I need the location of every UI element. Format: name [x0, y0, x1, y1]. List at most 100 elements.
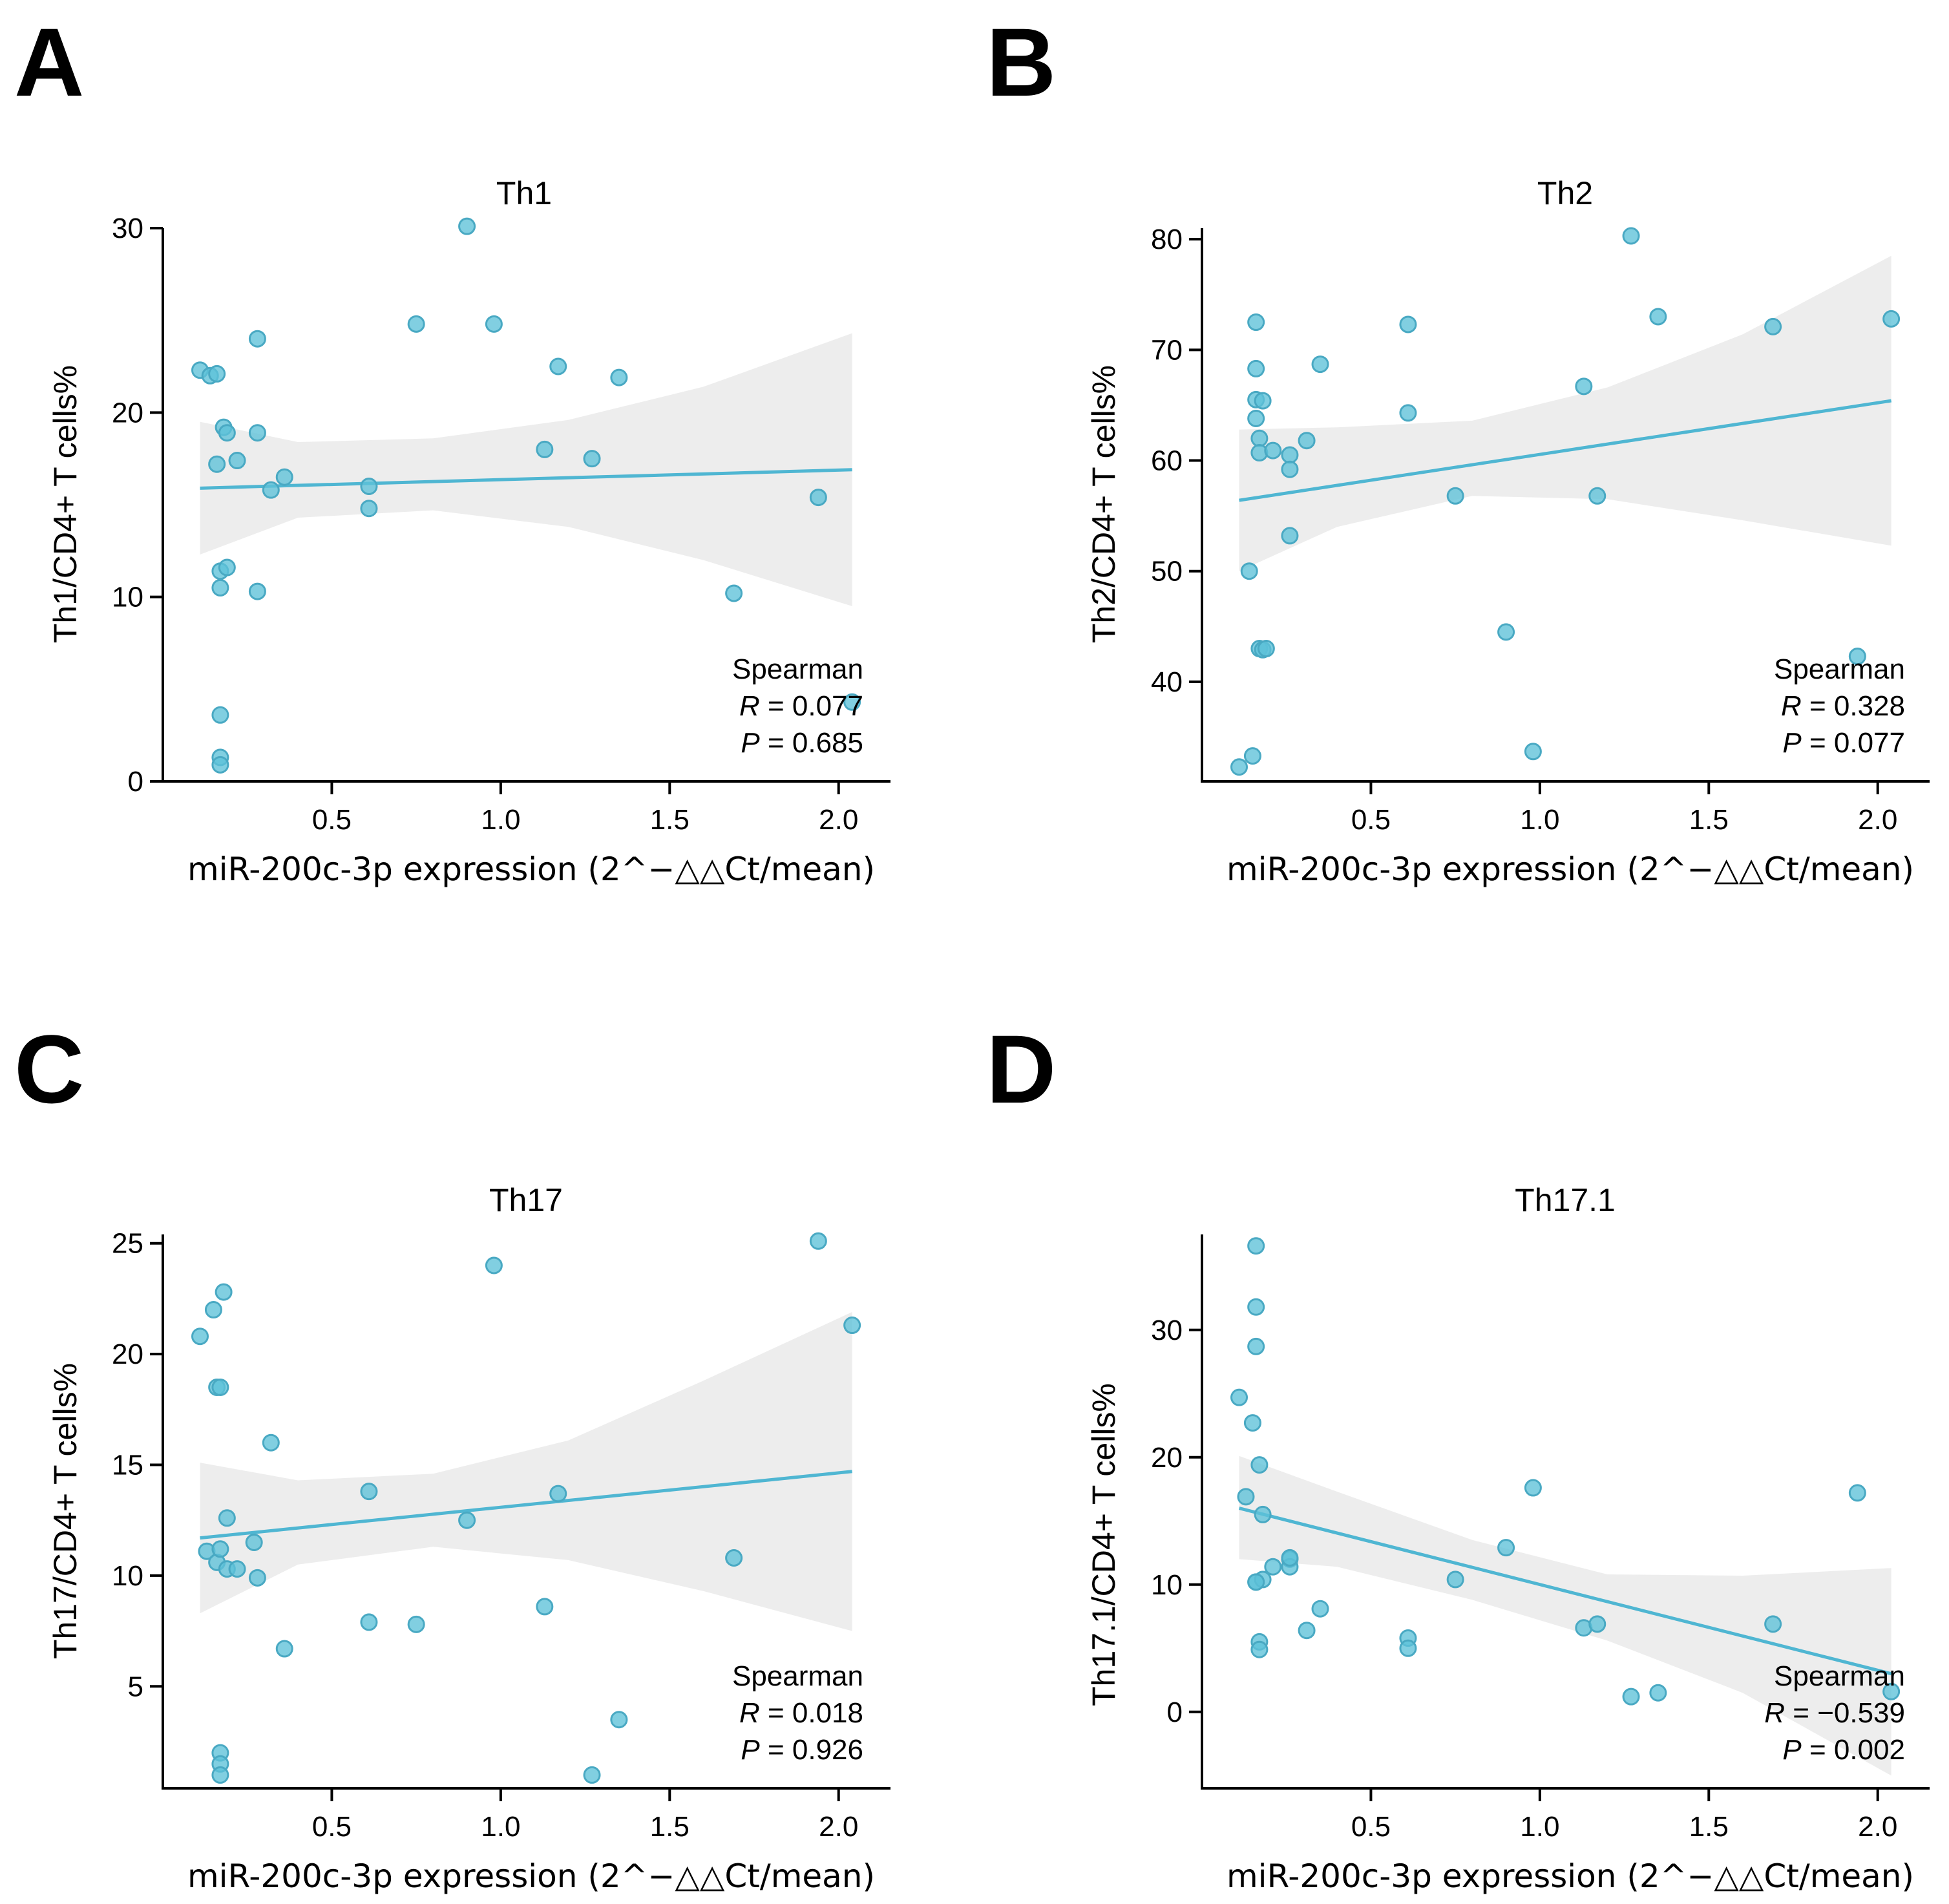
data-point [1243, 1414, 1261, 1432]
data-point [1649, 1684, 1667, 1702]
data-point [1649, 308, 1667, 326]
y-axis-label: Th1/CD4+ T cells% [47, 365, 83, 643]
axes: 0.5 1.0 1.5 2.0 40 50 60 70 80 [1151, 224, 1930, 836]
data-point [1250, 1456, 1269, 1474]
data-point [1622, 227, 1640, 245]
data-point [211, 1766, 229, 1784]
data-point [248, 424, 266, 442]
data-point [1247, 313, 1265, 332]
stat-p: P = 0.077 [1782, 727, 1905, 759]
data-point [248, 582, 266, 600]
data-point [1298, 432, 1316, 450]
data-point [1230, 758, 1248, 776]
data-point [1281, 1549, 1299, 1567]
data-point [1247, 1298, 1265, 1316]
data-point [262, 1433, 280, 1452]
stat-r-label: R [1781, 690, 1802, 722]
panel-c: C Th17 0.5 1.0 1.5 2.0 5 10 15 20 25 miR-200c-3p… [14, 1015, 890, 1895]
data-point [360, 1483, 378, 1501]
panel-letter: B [986, 8, 1056, 116]
data-point [1497, 1539, 1515, 1557]
stat-p: P = 0.926 [741, 1734, 863, 1766]
data-point [218, 424, 236, 442]
data-point [218, 558, 236, 576]
data-point [458, 1511, 476, 1529]
data-point [1446, 1571, 1464, 1589]
data-point [1281, 446, 1299, 464]
panel-b: B Th2 0.5 1.0 1.5 2.0 40 50 60 70 80 miR-200c-3p… [986, 8, 1930, 888]
data-point [248, 330, 266, 348]
stat-r-value: 0.328 [1834, 690, 1905, 722]
data-point [1230, 1388, 1248, 1406]
regression-line [200, 1470, 852, 1540]
data-point [1622, 1687, 1640, 1706]
data-point [218, 1509, 236, 1527]
data-point [1764, 1615, 1782, 1633]
data-point [1298, 1622, 1316, 1640]
data-point [1311, 355, 1329, 374]
y-tick-label: 20 [112, 1338, 143, 1370]
data-point [485, 1256, 503, 1275]
stat-r: R = 0.018 [739, 1697, 863, 1729]
data-point [191, 1328, 209, 1346]
x-tick-label: 0.5 [312, 804, 352, 836]
data-point [809, 1232, 827, 1250]
data-point [211, 756, 229, 774]
data-point [1247, 359, 1265, 377]
chart-title: Th1 [496, 175, 552, 211]
data-point [1247, 1237, 1265, 1255]
stat-r-value: −0.539 [1817, 1697, 1905, 1729]
panel-letter: C [14, 1015, 84, 1123]
data-point [215, 1283, 233, 1301]
data-point [1240, 562, 1258, 580]
stat-r: R = 0.077 [739, 690, 863, 722]
chart-title: Th17 [489, 1182, 563, 1218]
data-point [211, 578, 229, 597]
y-tick-label: 20 [112, 397, 143, 428]
data-point [1882, 310, 1901, 328]
chart-title: Th17.1 [1515, 1182, 1616, 1218]
data-point [1243, 747, 1261, 765]
data-point [1524, 1479, 1542, 1497]
data-point [1254, 392, 1272, 410]
data-point [211, 1540, 229, 1558]
x-tick-label: 1.0 [1520, 804, 1559, 836]
data-point [485, 315, 503, 333]
data-point [610, 368, 628, 386]
data-point [228, 1560, 246, 1578]
x-tick-label: 2.0 [1858, 804, 1897, 836]
data-point [1399, 1639, 1417, 1657]
data-point [843, 693, 861, 711]
y-tick-label: 0 [128, 766, 143, 798]
regression-line [1238, 1507, 1892, 1676]
data-point [1764, 317, 1782, 335]
stat-p-label: P [741, 1734, 760, 1766]
stat-r-label: R [739, 690, 760, 722]
x-tick-label: 1.5 [650, 804, 690, 836]
y-tick-label: 30 [1151, 1315, 1183, 1346]
x-tick-label: 2.0 [819, 804, 858, 836]
data-point [1399, 404, 1417, 422]
y-tick-label: 50 [1151, 556, 1183, 587]
stat-p: P = 0.685 [741, 727, 863, 759]
x-tick-label: 2.0 [819, 1811, 858, 1843]
data-point [536, 1598, 554, 1616]
data-point [1281, 527, 1299, 545]
y-tick-label: 5 [128, 1671, 143, 1702]
data-point [360, 1613, 378, 1631]
data-point [458, 217, 476, 235]
data-point [1250, 429, 1269, 447]
stat-r-value: 0.077 [792, 690, 863, 722]
data-point [583, 450, 601, 468]
data-point [1311, 1600, 1329, 1618]
panel-d: D Th17.1 0.5 1.0 1.5 2.0 0 10 20 30 miR-200c-3p… [986, 1015, 1930, 1895]
y-tick-label: 80 [1151, 224, 1183, 255]
data-point [1497, 623, 1515, 641]
x-tick-label: 0.5 [1351, 1811, 1391, 1843]
stat-p-value: 0.077 [1834, 727, 1905, 759]
y-axis-label: Th17.1/CD4+ T cells% [1086, 1383, 1122, 1706]
stat-r-label: R [1764, 1697, 1785, 1729]
stat-p: P = 0.002 [1782, 1734, 1905, 1766]
data-point [1588, 1615, 1607, 1633]
